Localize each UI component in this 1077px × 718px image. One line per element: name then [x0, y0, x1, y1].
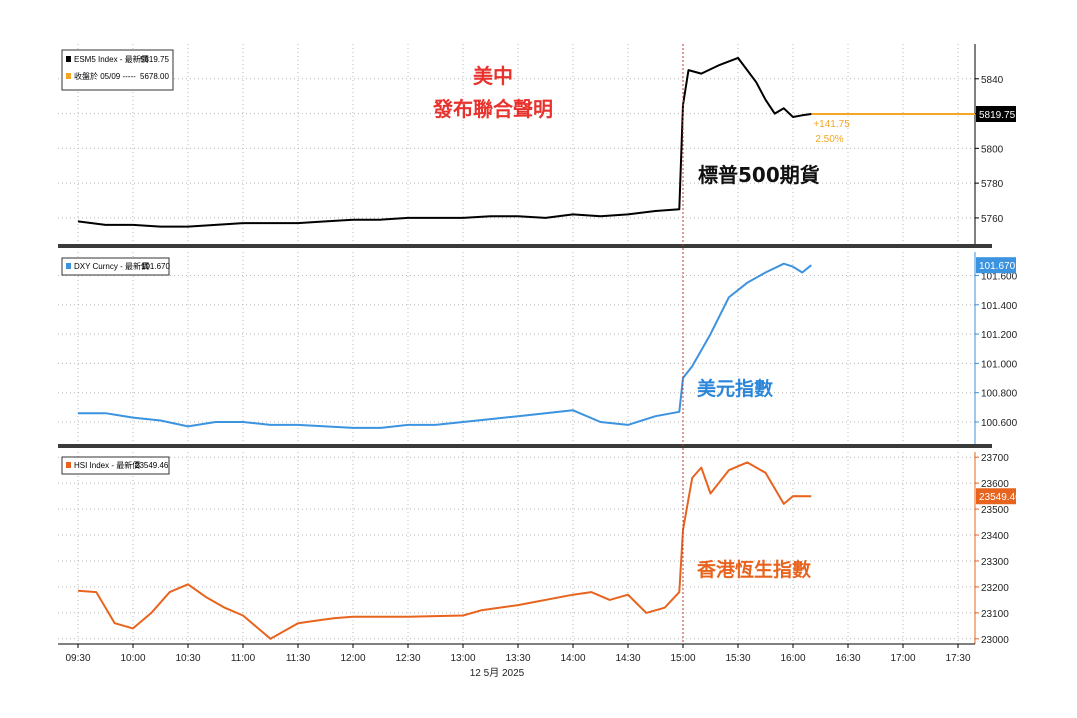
y-tick-label: 101.400: [981, 301, 1018, 312]
annotation-joint-line2: 發布聯合聲明: [432, 97, 553, 121]
date-label: 12 5月 2025: [470, 667, 525, 679]
x-tick-label: 10:30: [175, 653, 200, 664]
y-tick-label: 23300: [981, 557, 1009, 568]
last-value-label: 101.670: [979, 261, 1016, 272]
x-tick-label: 12:30: [395, 653, 420, 664]
legend-prev-label: 收盤於 05/09 -----: [74, 71, 136, 81]
x-tick-label: 10:00: [120, 653, 145, 664]
last-value-box: [976, 488, 1016, 505]
y-tick-label: 5840: [981, 75, 1004, 86]
annotation-joint-line1: 美中: [473, 64, 513, 88]
x-tick-label: 11:30: [286, 653, 311, 664]
legend-dxy-label: DXY Curncy - 最新價: [74, 261, 149, 271]
grid: [58, 44, 975, 644]
panel-separator: [58, 244, 992, 248]
legend-dxy-swatch: [66, 263, 71, 269]
last-value-box: [976, 106, 1016, 122]
y-tick-label: 23400: [981, 531, 1009, 542]
legend-es-label: ESM5 Index - 最新價: [74, 54, 149, 64]
x-tick-label: 15:00: [670, 653, 695, 664]
annotation-dxy-name: 美元指數: [697, 377, 773, 400]
legend-hsi-swatch: [66, 462, 71, 468]
legend-dxy: DXY Curncy - 最新價 101.670: [61, 257, 170, 276]
x-tick-label: 14:30: [615, 653, 640, 664]
last-value-label: 5819.75: [979, 110, 1016, 121]
y-tick-label: 100.600: [981, 418, 1018, 429]
last-value-box: [976, 257, 1016, 274]
x-tick-label: 13:30: [505, 653, 530, 664]
y-tick-label: 5800: [981, 144, 1004, 155]
y-tick-label: 23200: [981, 583, 1009, 594]
y-tick-label: 5780: [981, 179, 1004, 190]
panel-es-frame: [58, 44, 975, 244]
panel-separator: [58, 444, 992, 448]
x-tick-label: 12:00: [340, 653, 365, 664]
x-tick-label: 15:30: [725, 653, 750, 664]
axes: 584058205800578057605819.75101.600101.40…: [58, 44, 1021, 664]
series-line: [77, 56, 812, 228]
series-line: [77, 461, 812, 640]
panel-hsi-frame: [58, 452, 975, 644]
y-tick-label: 23000: [981, 635, 1009, 646]
change-pct-label: 2.50%: [815, 134, 843, 145]
y-tick-label: 23500: [981, 505, 1009, 516]
y-tick-label: 5760: [981, 214, 1004, 225]
x-tick-label: 16:00: [780, 653, 805, 664]
legend-hsi-label: HSI Index - 最新價: [74, 460, 140, 470]
y-tick-label: 101.000: [981, 359, 1018, 370]
y-tick-label: 101.200: [981, 330, 1018, 341]
legend-dxy-value: 101.670: [141, 262, 170, 271]
legend-prev-value: 5678.00: [140, 72, 169, 81]
legend-hsi: HSI Index - 最新價 23549.46: [61, 456, 170, 475]
legend-prev-swatch: [66, 73, 71, 79]
y-tick-label: 23600: [981, 479, 1009, 490]
x-tick-label: 09:30: [65, 653, 90, 664]
annotation-es-name: 標普500期貨: [698, 163, 820, 187]
series: [77, 56, 975, 640]
annotation-hsi-name: 香港恆生指數: [696, 558, 811, 581]
panel-dxy-frame: [58, 252, 975, 444]
legend-es-swatch: [66, 56, 71, 62]
x-tick-label: 14:00: [560, 653, 585, 664]
x-tick-label: 17:00: [890, 653, 915, 664]
x-tick-label: 11:00: [231, 653, 256, 664]
last-value-label: 23549.46: [979, 492, 1021, 503]
change-abs-label: +141.75: [813, 119, 850, 130]
x-tick-label: 16:30: [835, 653, 860, 664]
legend-es: ESM5 Index - 最新價 5819.75 收盤於 05/09 -----…: [61, 49, 174, 91]
legend-es-value: 5819.75: [140, 55, 169, 64]
x-tick-label: 13:00: [450, 653, 475, 664]
y-tick-label: 23100: [981, 609, 1009, 620]
y-tick-label: 100.800: [981, 389, 1018, 400]
x-tick-label: 17:30: [945, 653, 970, 664]
y-tick-label: 101.600: [981, 271, 1018, 282]
y-tick-label: 23700: [981, 453, 1009, 464]
series-line: [78, 262, 812, 429]
legend-hsi-value: 23549.46: [135, 461, 169, 470]
